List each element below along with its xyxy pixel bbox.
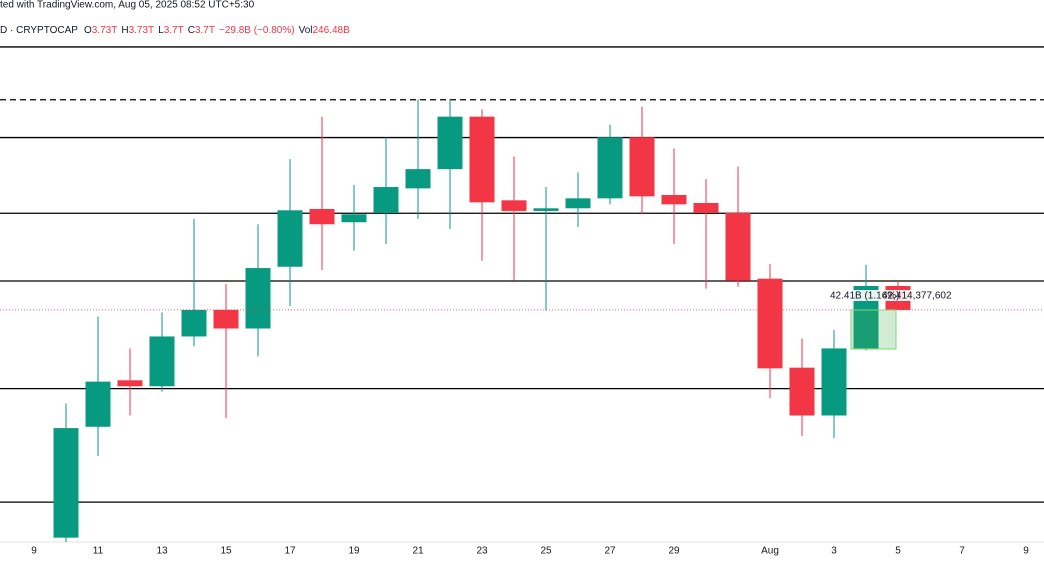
- legend: D · CRYPTOCAP O3.73T H3.73T L3.7T C3.7T −29.8…: [0, 25, 350, 36]
- candle-body: [213, 309, 239, 329]
- measure-label-bg: [824, 290, 934, 301]
- legend-value: 3.73T: [92, 25, 118, 36]
- legend-label: C: [188, 25, 195, 36]
- candle-body: [789, 367, 815, 416]
- volume-value: 246.48B: [313, 25, 351, 36]
- candle-body: [373, 187, 399, 213]
- x-tick-label: 9: [31, 546, 37, 557]
- x-tick-label: 11: [93, 546, 104, 557]
- candle-body: [405, 169, 431, 189]
- change: −29.8B (−0.80%): [219, 25, 295, 36]
- x-tick-label: Aug: [761, 546, 779, 557]
- measure-area: [850, 309, 897, 350]
- measure-label: 42.41B (1.16%): [830, 291, 900, 302]
- plot: [0, 46, 1044, 542]
- candle-body: [725, 212, 751, 281]
- legend-value: 3.7T: [195, 25, 215, 36]
- x-tick-label: 5: [895, 546, 901, 557]
- candle-body: [277, 210, 303, 267]
- candle-body: [501, 200, 527, 211]
- volume-label: Vol: [299, 25, 313, 36]
- x-tick-label: 15: [220, 546, 232, 557]
- candle-body: [757, 278, 783, 369]
- legend-label: O: [84, 25, 92, 36]
- x-tick-label: 29: [668, 546, 680, 557]
- x-tick-label: 17: [284, 546, 296, 557]
- candle-body: [629, 137, 655, 197]
- candle-body: [53, 428, 79, 538]
- legend-label: L: [158, 25, 164, 36]
- x-tick-label: 23: [476, 546, 488, 557]
- x-tick-label: 3: [831, 546, 837, 557]
- legend-value: 3.7T: [164, 25, 184, 36]
- x-tick-label: 27: [604, 546, 616, 557]
- candle-body: [149, 336, 175, 387]
- candle-body: [117, 380, 143, 387]
- legend-value: 3.73T: [129, 25, 155, 36]
- header: ted with TradingView.com, Aug 05, 2025 0…: [0, 0, 255, 11]
- candle-body: [341, 214, 367, 223]
- x-tick-label: 7: [959, 546, 965, 557]
- measure-label: 42,414,377,602: [882, 291, 952, 302]
- x-tick-label: 13: [156, 546, 168, 557]
- symbol: D · CRYPTOCAP: [0, 25, 78, 36]
- candle-body: [533, 208, 559, 211]
- x-tick-label: 25: [540, 546, 552, 557]
- candle-body: [245, 268, 271, 329]
- candle-body: [693, 202, 719, 213]
- candle-body: [661, 195, 687, 205]
- x-tick-label: 19: [348, 546, 360, 557]
- candle-body: [469, 116, 495, 203]
- x-tick-label: 21: [412, 546, 424, 557]
- candle-body: [181, 309, 207, 337]
- candle-body: [309, 208, 335, 225]
- candle-body: [437, 116, 463, 170]
- candle-body: [821, 348, 847, 416]
- candle-body: [597, 137, 623, 199]
- legend-label: H: [121, 25, 128, 36]
- x-tick-label: 9: [1023, 546, 1029, 557]
- candle-body: [565, 198, 591, 209]
- candle-body: [85, 381, 111, 427]
